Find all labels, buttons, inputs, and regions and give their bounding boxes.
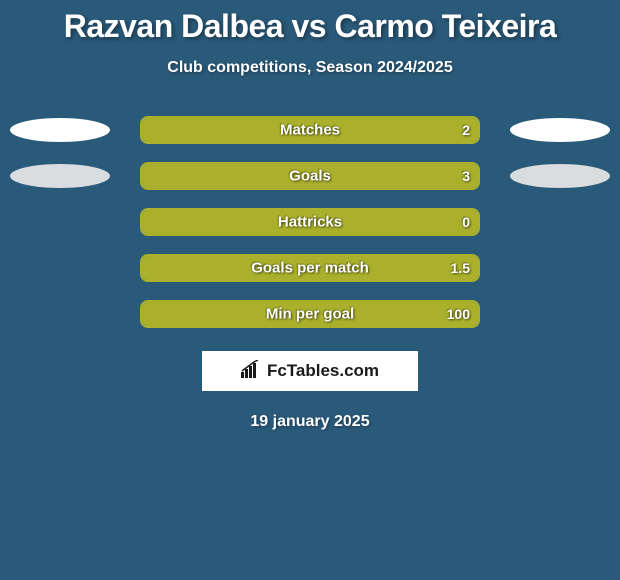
stat-bar: Hattricks 0 [140,208,480,236]
stat-value: 2 [462,122,470,138]
source-logo[interactable]: FcTables.com [202,351,418,391]
stat-label: Hattricks [278,214,342,231]
stat-bar: Goals 3 [140,162,480,190]
bar-chart-icon [241,360,263,383]
stat-row: Goals per match 1.5 [0,253,620,283]
player1-marker [10,118,110,142]
stat-row: Hattricks 0 [0,207,620,237]
stat-row: Goals 3 [0,161,620,191]
stat-bar: Matches 2 [140,116,480,144]
logo-text: FcTables.com [267,361,379,381]
stat-value: 1.5 [451,260,470,276]
stat-value: 0 [462,214,470,230]
date-label: 19 january 2025 [0,413,620,431]
comparison-card: Razvan Dalbea vs Carmo Teixeira Club com… [0,0,620,431]
stat-row: Matches 2 [0,115,620,145]
page-title: Razvan Dalbea vs Carmo Teixeira [0,8,620,45]
stats-list: Matches 2 Goals 3 Hattricks 0 Goals per match 1… [0,115,620,329]
stat-value: 3 [462,168,470,184]
stat-label: Goals [289,168,331,185]
stat-value: 100 [447,306,470,322]
player2-marker [510,118,610,142]
player2-marker [510,164,610,188]
stat-bar: Goals per match 1.5 [140,254,480,282]
stat-bar: Min per goal 100 [140,300,480,328]
stat-label: Matches [280,122,340,139]
player1-marker [10,164,110,188]
stat-label: Goals per match [251,260,369,277]
page-subtitle: Club competitions, Season 2024/2025 [0,59,620,77]
stat-row: Min per goal 100 [0,299,620,329]
stat-label: Min per goal [266,306,354,323]
